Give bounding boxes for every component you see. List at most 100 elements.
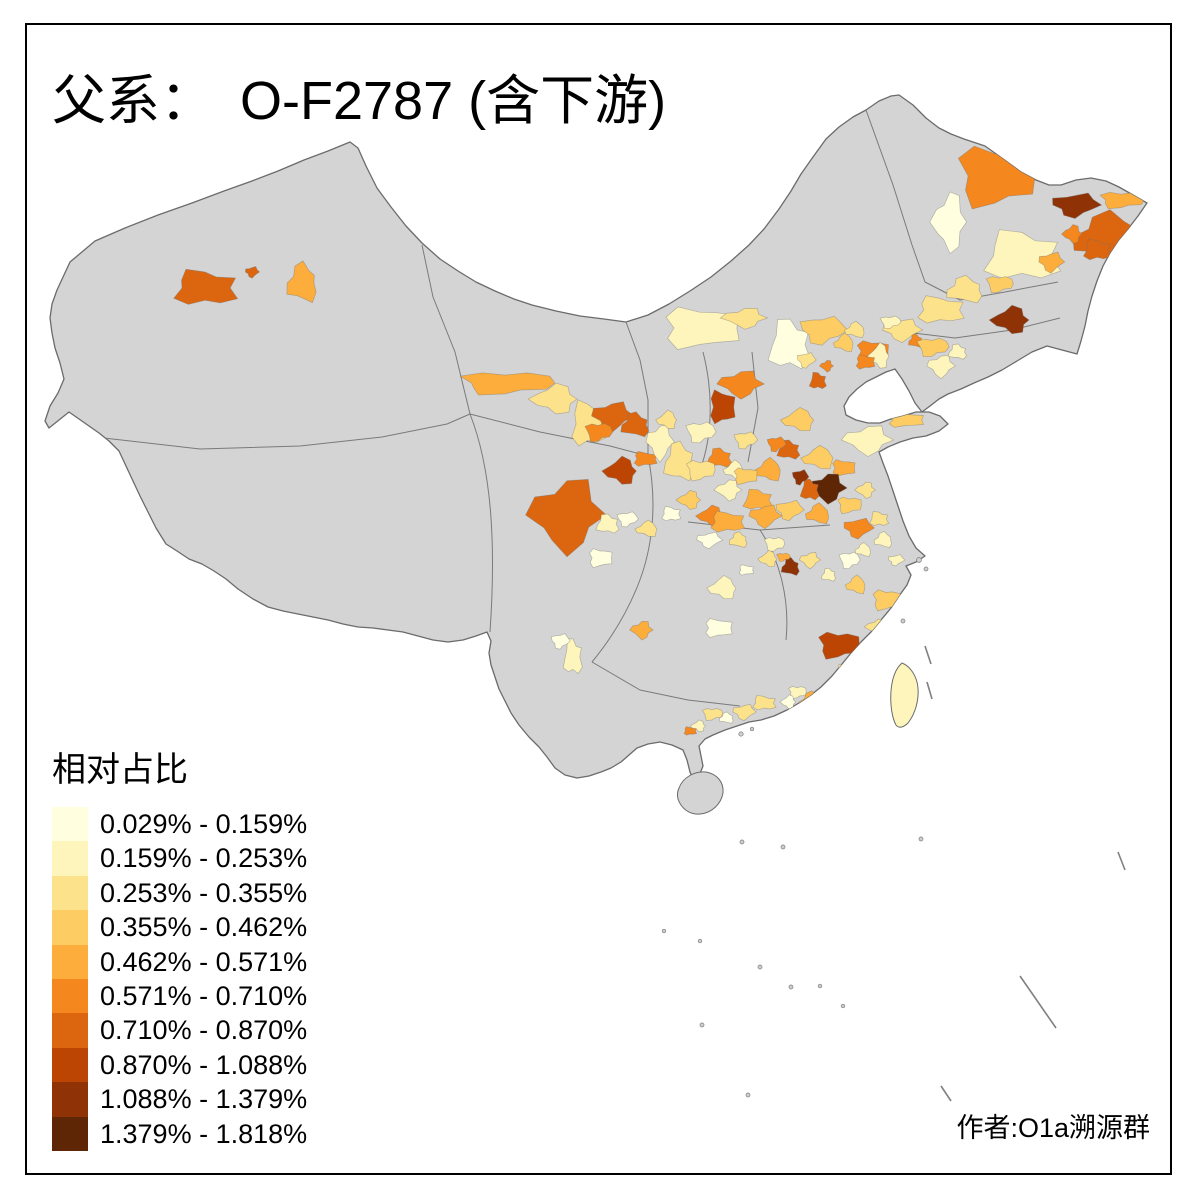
legend-swatch-5 bbox=[52, 944, 88, 979]
legend-swatch-8 bbox=[52, 1047, 88, 1083]
prefecture-region bbox=[710, 389, 736, 425]
legend-label-7: 0.710% - 0.870% bbox=[100, 1015, 308, 1046]
prefecture-region bbox=[689, 719, 707, 733]
legend-row-5: 0.462% - 0.571% bbox=[52, 944, 308, 979]
prefecture-region bbox=[763, 537, 786, 552]
prefecture-region bbox=[985, 276, 1014, 294]
prefecture-region bbox=[854, 481, 876, 499]
legend-title: 相对占比 bbox=[52, 752, 188, 789]
legend-label-8: 0.870% - 1.088% bbox=[100, 1049, 308, 1080]
legend-swatch-9 bbox=[52, 1082, 88, 1117]
prefecture-region bbox=[589, 548, 613, 569]
prefecture-region bbox=[713, 479, 743, 502]
prefecture-region bbox=[525, 479, 607, 558]
legend-row-4: 0.355% - 0.462% bbox=[52, 910, 308, 945]
prefecture-region bbox=[766, 436, 787, 453]
legend-label-2: 0.159% - 0.253% bbox=[100, 843, 308, 874]
prefecture-region bbox=[757, 549, 778, 568]
prefecture-region bbox=[916, 337, 950, 358]
prefecture-region bbox=[655, 409, 678, 429]
prefecture-region bbox=[732, 703, 758, 722]
prefecture-region bbox=[800, 444, 834, 470]
legend-row-10: 1.379% - 1.818% bbox=[52, 1116, 308, 1151]
legend-swatch-1 bbox=[52, 807, 88, 842]
prefecture-region bbox=[173, 268, 239, 305]
prefecture-region bbox=[616, 511, 639, 528]
prefecture-region bbox=[796, 352, 817, 369]
legend: 相对占比 0.029% - 0.159% 0.159% - 0.253% 0.253… bbox=[52, 742, 307, 1151]
prefecture-region bbox=[791, 469, 810, 486]
prefecture-region bbox=[738, 564, 755, 576]
prefecture-region bbox=[808, 371, 827, 389]
legend-label-9: 1.088% - 1.379% bbox=[100, 1084, 308, 1115]
prefecture-region bbox=[719, 711, 734, 724]
prefecture-region bbox=[843, 517, 875, 540]
prefecture-region bbox=[855, 353, 876, 370]
prefecture-region bbox=[929, 191, 968, 255]
prefecture-region bbox=[946, 274, 983, 304]
prefecture-region bbox=[832, 332, 854, 353]
prefecture-region bbox=[459, 372, 556, 396]
prefecture-region bbox=[663, 440, 695, 482]
legend-label-6: 0.571% - 0.710% bbox=[100, 980, 308, 1011]
prefecture-region bbox=[701, 708, 724, 721]
legend-row-6: 0.571% - 0.710% bbox=[52, 978, 308, 1014]
legend-label-10: 1.379% - 1.818% bbox=[100, 1118, 308, 1149]
prefecture-region bbox=[696, 531, 724, 550]
prefecture-region bbox=[733, 467, 758, 486]
prefecture-region bbox=[601, 455, 637, 485]
prefecture-region bbox=[245, 266, 261, 279]
prefecture-region bbox=[661, 505, 682, 522]
prefecture-region bbox=[779, 406, 815, 432]
legend-row-1: 0.029% - 0.159% bbox=[52, 807, 308, 842]
prefecture-region bbox=[837, 496, 862, 515]
legend-label-5: 0.462% - 0.571% bbox=[100, 946, 308, 977]
prefecture-region bbox=[888, 554, 906, 567]
prefecture-region bbox=[983, 229, 1062, 279]
prefecture-region bbox=[685, 460, 716, 482]
legend-swatch-7 bbox=[52, 1013, 88, 1048]
prefecture-region bbox=[840, 425, 895, 457]
prefecture-region bbox=[854, 541, 871, 558]
title-prefix: 父系： bbox=[52, 71, 214, 131]
legend-row-3: 0.253% - 0.355% bbox=[52, 875, 308, 911]
prefecture-region bbox=[728, 531, 748, 549]
prefecture-region bbox=[719, 307, 769, 330]
legend-swatch-3 bbox=[52, 875, 88, 911]
south-china-sea-dashes bbox=[924, 645, 1126, 1102]
legend-swatch-10 bbox=[52, 1116, 88, 1151]
legend-swatch-4 bbox=[52, 910, 88, 945]
legend-swatch-2 bbox=[52, 841, 88, 876]
legend-row-8: 0.870% - 1.088% bbox=[52, 1047, 308, 1083]
prefecture-region bbox=[947, 343, 968, 360]
prefecture-region bbox=[838, 551, 861, 570]
prefecture-region bbox=[685, 421, 717, 444]
prefecture-region bbox=[629, 620, 654, 641]
prefecture-region bbox=[705, 617, 733, 639]
prefecture-region bbox=[832, 459, 856, 478]
prefecture-region bbox=[1038, 251, 1066, 274]
legend-row-2: 0.159% - 0.253% bbox=[52, 841, 308, 876]
legend-rows: 0.029% - 0.159% 0.159% - 0.253% 0.253% - 0… bbox=[52, 807, 307, 1151]
legend-label-1: 0.029% - 0.159% bbox=[100, 809, 308, 839]
prefecture-region bbox=[706, 574, 737, 600]
legend-label-4: 0.355% - 0.462% bbox=[100, 912, 308, 943]
prefecture-region bbox=[988, 304, 1030, 335]
small-islands bbox=[661, 557, 929, 1098]
prefecture-region bbox=[1052, 192, 1103, 219]
prefecture-region bbox=[562, 638, 583, 675]
legend-label-3: 0.253% - 0.355% bbox=[100, 877, 308, 908]
legend-row-7: 0.710% - 0.870% bbox=[52, 1013, 308, 1048]
prefecture-region bbox=[633, 451, 658, 467]
prefecture-value-patches bbox=[173, 145, 1145, 736]
prefecture-region bbox=[869, 510, 890, 526]
prefecture-region bbox=[591, 401, 635, 433]
prefecture-region bbox=[798, 552, 822, 570]
prefecture-region bbox=[780, 557, 800, 576]
prefecture-region bbox=[550, 633, 571, 650]
page-title: 父系： O-F2787 (含下游) bbox=[52, 56, 666, 135]
prefecture-region bbox=[733, 431, 759, 450]
prefecture-region bbox=[683, 726, 698, 736]
prefecture-region bbox=[620, 411, 650, 438]
